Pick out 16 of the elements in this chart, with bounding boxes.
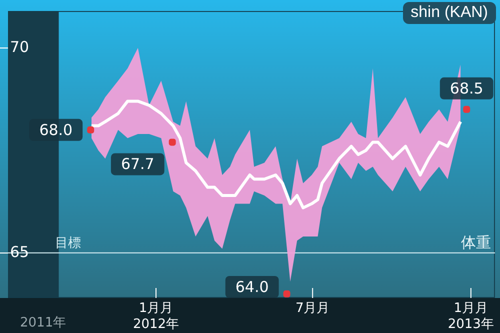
point [168,138,176,146]
ref-line-label: 目標 [55,236,81,251]
data-label: 68.0 [39,120,73,139]
point [87,126,94,134]
data-label: 68.5 [450,79,484,98]
annotation: 体重 [461,233,491,252]
point [283,290,290,298]
y-tick-label: 70 [10,38,30,56]
chart-title: shin (KAN) [402,2,496,24]
data-label: 64.0 [235,278,269,296]
data-label: 67.7 [120,155,154,174]
point [463,106,470,113]
x-tick-label: 7月月 [295,301,330,316]
x-tick-label: 1月月 2013年 [448,301,494,332]
text: 2011年 [20,315,66,330]
x-tick-label: 1月月 2012年 [132,301,180,332]
